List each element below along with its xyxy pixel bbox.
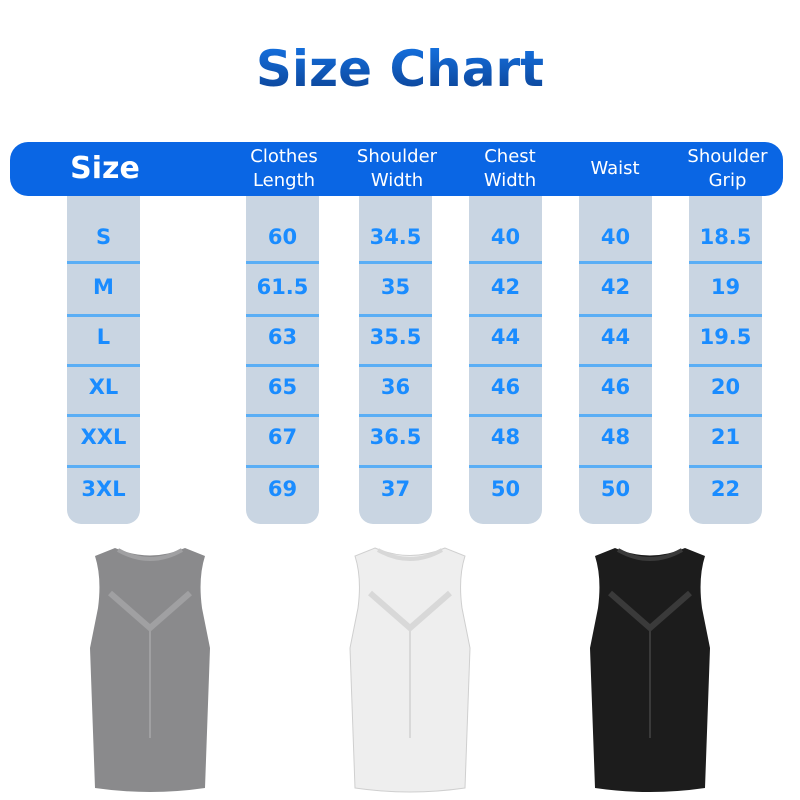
cell-waist: 44 <box>600 325 631 349</box>
column-size: S M L XL XXL 3XL <box>67 196 140 524</box>
cell-clothes-length: 60 <box>267 225 298 249</box>
cell-size: S <box>95 225 112 249</box>
page-title: Size Chart <box>0 40 800 98</box>
row-divider <box>359 364 432 367</box>
cell-clothes-length: 63 <box>267 325 298 349</box>
cell-size: M <box>93 275 114 299</box>
cell-waist: 40 <box>600 225 631 249</box>
cell-shoulder-grip: 21 <box>710 425 741 449</box>
header-shoulder-grip: Shoulder Grip <box>687 146 768 191</box>
header-size: Size <box>70 151 140 186</box>
cell-size: XL <box>88 375 119 399</box>
cell-shoulder-grip: 19 <box>710 275 741 299</box>
cell-waist: 48 <box>600 425 631 449</box>
row-divider <box>67 314 140 317</box>
row-divider <box>579 465 652 468</box>
row-divider <box>246 261 319 264</box>
row-divider <box>359 261 432 264</box>
row-divider <box>67 261 140 264</box>
cell-size: L <box>96 325 111 349</box>
row-divider <box>359 314 432 317</box>
row-divider <box>359 465 432 468</box>
cell-size: XXL <box>80 425 127 449</box>
header-shoulder-width: Shoulder Width <box>356 146 438 191</box>
row-divider <box>469 314 542 317</box>
cell-shoulder-width: 35.5 <box>369 325 422 349</box>
cell-clothes-length: 61.5 <box>256 275 309 299</box>
row-divider <box>67 465 140 468</box>
row-divider <box>469 364 542 367</box>
cell-shoulder-grip: 19.5 <box>699 325 752 349</box>
cell-waist: 46 <box>600 375 631 399</box>
cell-clothes-length: 69 <box>267 477 298 501</box>
row-divider <box>469 465 542 468</box>
cell-clothes-length: 65 <box>267 375 298 399</box>
header-clothes-length: Clothes Length <box>250 146 318 191</box>
row-divider <box>579 261 652 264</box>
row-divider <box>579 364 652 367</box>
row-divider <box>689 261 762 264</box>
row-divider <box>469 261 542 264</box>
cell-chest-width: 42 <box>490 275 521 299</box>
row-divider <box>469 414 542 417</box>
cell-shoulder-width: 36.5 <box>369 425 422 449</box>
grey-tank-top-image <box>90 548 210 792</box>
cell-shoulder-width: 34.5 <box>369 225 422 249</box>
cell-chest-width: 48 <box>490 425 521 449</box>
column-waist: 40 42 44 46 48 50 <box>579 196 652 524</box>
row-divider <box>579 414 652 417</box>
cell-shoulder-grip: 20 <box>710 375 741 399</box>
row-divider <box>67 414 140 417</box>
row-divider <box>246 465 319 468</box>
row-divider <box>67 364 140 367</box>
cell-shoulder-width: 37 <box>380 477 411 501</box>
cell-shoulder-width: 36 <box>380 375 411 399</box>
column-chest-width: 40 42 44 46 48 50 <box>469 196 542 524</box>
white-tank-top-image <box>349 547 471 793</box>
cell-clothes-length: 67 <box>267 425 298 449</box>
cell-shoulder-grip: 18.5 <box>699 225 752 249</box>
cell-waist: 50 <box>600 477 631 501</box>
black-tank-top-image <box>590 548 710 792</box>
cell-shoulder-width: 35 <box>380 275 411 299</box>
row-divider <box>689 465 762 468</box>
cell-shoulder-grip: 22 <box>710 477 741 501</box>
row-divider <box>579 314 652 317</box>
row-divider <box>246 364 319 367</box>
row-divider <box>246 414 319 417</box>
cell-size: 3XL <box>81 477 126 501</box>
cell-chest-width: 40 <box>490 225 521 249</box>
header-waist: Waist <box>590 158 640 179</box>
cell-waist: 42 <box>600 275 631 299</box>
row-divider <box>246 314 319 317</box>
column-clothes-length: 60 61.5 63 65 67 69 <box>246 196 319 524</box>
header-bar <box>10 142 783 196</box>
cell-chest-width: 44 <box>490 325 521 349</box>
cell-chest-width: 46 <box>490 375 521 399</box>
row-divider <box>689 414 762 417</box>
column-shoulder-width: 34.5 35 35.5 36 36.5 37 <box>359 196 432 524</box>
row-divider <box>689 364 762 367</box>
header-chest-width: Chest Width <box>483 146 537 191</box>
row-divider <box>689 314 762 317</box>
row-divider <box>359 414 432 417</box>
cell-chest-width: 50 <box>490 477 521 501</box>
column-shoulder-grip: 18.5 19 19.5 20 21 22 <box>689 196 762 524</box>
